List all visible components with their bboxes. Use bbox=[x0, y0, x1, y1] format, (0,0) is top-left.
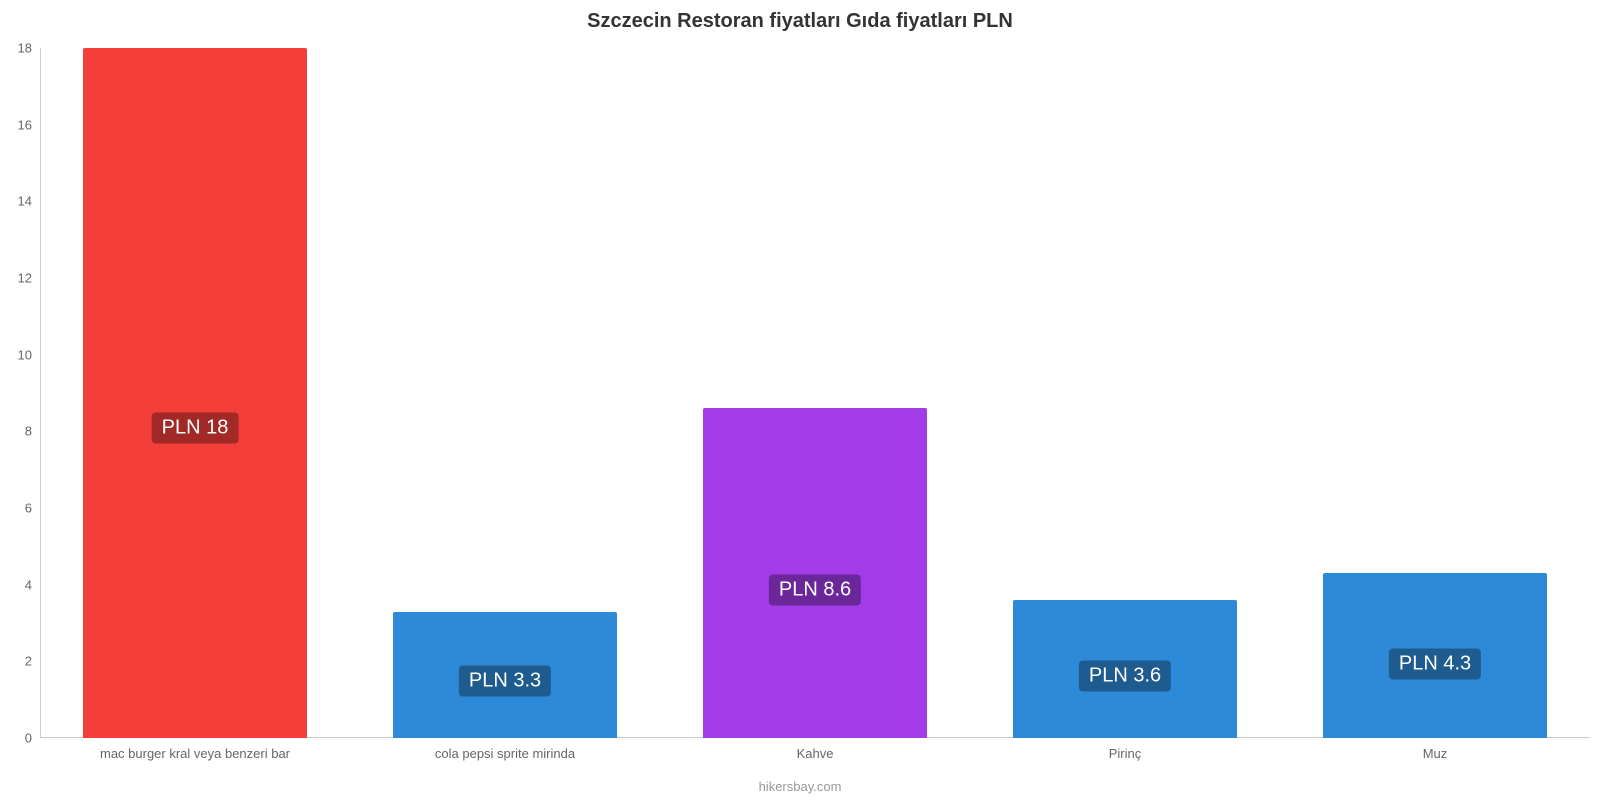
bar-slot: PLN 18mac burger kral veya benzeri bar bbox=[40, 48, 350, 738]
y-tick-label: 2 bbox=[25, 654, 32, 669]
bar-value-label: PLN 18 bbox=[152, 412, 239, 443]
price-bar-chart: Szczecin Restoran fiyatları Gıda fiyatla… bbox=[0, 0, 1600, 800]
bar: PLN 3.6 bbox=[1013, 600, 1236, 738]
bars-group: PLN 18mac burger kral veya benzeri barPL… bbox=[40, 48, 1590, 738]
y-tick-label: 8 bbox=[25, 424, 32, 439]
bar-slot: PLN 3.6Pirinç bbox=[970, 48, 1280, 738]
bar-value-label: PLN 8.6 bbox=[769, 574, 861, 605]
bar-slot: PLN 3.3cola pepsi sprite mirinda bbox=[350, 48, 660, 738]
bar: PLN 8.6 bbox=[703, 408, 926, 738]
bar: PLN 18 bbox=[83, 48, 306, 738]
bar-slot: PLN 8.6Kahve bbox=[660, 48, 970, 738]
bar-slot: PLN 4.3Muz bbox=[1280, 48, 1590, 738]
y-tick-label: 4 bbox=[25, 577, 32, 592]
x-tick-label: Muz bbox=[1423, 746, 1448, 761]
bar: PLN 4.3 bbox=[1323, 573, 1546, 738]
y-tick-label: 0 bbox=[25, 731, 32, 746]
chart-credits: hikersbay.com bbox=[0, 779, 1600, 794]
y-tick-label: 18 bbox=[18, 41, 32, 56]
x-tick-label: cola pepsi sprite mirinda bbox=[435, 746, 575, 761]
x-tick-label: Kahve bbox=[797, 746, 834, 761]
y-tick-label: 14 bbox=[18, 194, 32, 209]
y-tick-label: 16 bbox=[18, 117, 32, 132]
x-tick-label: mac burger kral veya benzeri bar bbox=[100, 746, 290, 761]
bar: PLN 3.3 bbox=[393, 612, 616, 739]
x-tick-label: Pirinç bbox=[1109, 746, 1142, 761]
y-axis: 024681012141618 bbox=[0, 48, 40, 738]
bar-value-label: PLN 3.3 bbox=[459, 666, 551, 697]
chart-title: Szczecin Restoran fiyatları Gıda fiyatla… bbox=[0, 10, 1600, 33]
bar-value-label: PLN 4.3 bbox=[1389, 648, 1481, 679]
y-tick-label: 6 bbox=[25, 501, 32, 516]
y-tick-label: 12 bbox=[18, 271, 32, 286]
y-tick-label: 10 bbox=[18, 347, 32, 362]
bar-value-label: PLN 3.6 bbox=[1079, 660, 1171, 691]
plot-area: PLN 18mac burger kral veya benzeri barPL… bbox=[40, 48, 1590, 738]
